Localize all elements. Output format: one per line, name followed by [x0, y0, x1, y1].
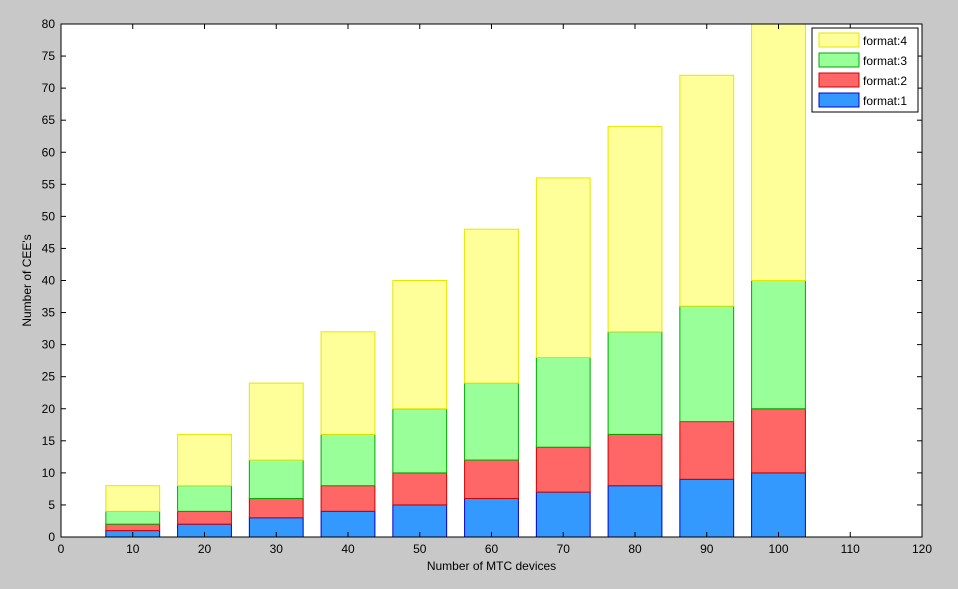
bar-segment-series4-x60 — [464, 228, 519, 384]
bar-segment-series1-x100 — [751, 472, 806, 538]
x-axis-title: Number of MTC devices — [427, 559, 556, 573]
legend-entry-label: format:2 — [863, 74, 907, 88]
bar-segment-series4-x90 — [679, 74, 735, 307]
x-tick-label: 10 — [126, 542, 140, 556]
bar-segment-series4-x80 — [607, 126, 663, 333]
bar-segment-series4-x70 — [535, 177, 591, 358]
y-tick-label: 10 — [42, 466, 56, 480]
y-tick-label: 25 — [42, 370, 56, 384]
bars-layer — [105, 23, 806, 538]
bar-segment-series2-x30 — [248, 498, 304, 519]
x-tick-label: 100 — [768, 542, 788, 556]
y-tick-label: 70 — [42, 81, 56, 95]
y-tick-label: 20 — [42, 402, 56, 416]
bar-segment-series2-x90 — [679, 421, 735, 480]
bar-segment-series3-x90 — [679, 305, 735, 423]
bar-segment-series2-x50 — [392, 472, 448, 506]
x-tick-label: 70 — [557, 542, 571, 556]
bar-segment-series4-x20 — [177, 433, 232, 487]
bar-segment-series3-x60 — [464, 382, 519, 461]
y-tick-label: 30 — [42, 338, 56, 352]
bar-segment-series3-x100 — [751, 280, 806, 410]
bar-segment-series4-x100 — [751, 23, 806, 281]
y-axis-title: Number of CEE's — [20, 234, 34, 326]
legend-swatch — [818, 52, 860, 68]
y-tick-label: 40 — [42, 274, 56, 288]
x-tick-label: 60 — [485, 542, 499, 556]
bar-segment-series3-x80 — [607, 331, 663, 435]
x-tick-label: 90 — [700, 542, 714, 556]
y-tick-label: 60 — [42, 145, 56, 159]
bar-segment-series2-x10 — [105, 523, 161, 532]
bar-segment-series1-x90 — [679, 478, 735, 538]
legend: format:4 format:3 format:2 format:1 — [811, 27, 919, 113]
axes-layer: 0 10 20 30 40 50 60 70 80 90 100 110 120 0 5 10 15 20 25 30… — [42, 17, 933, 556]
legend-entry-label: format:4 — [863, 34, 907, 48]
bar-segment-series4-x40 — [320, 331, 376, 435]
y-tick-label: 35 — [42, 306, 56, 320]
y-tick-label: 15 — [42, 434, 56, 448]
bar-segment-series4-x10 — [105, 485, 161, 512]
bar-segment-series3-x10 — [105, 510, 161, 525]
bar-segment-series3-x50 — [392, 408, 448, 474]
bar-segment-series2-x100 — [751, 408, 806, 474]
y-tick-label: 0 — [48, 530, 55, 544]
legend-entry-label: format:3 — [863, 54, 907, 68]
bar-segment-series1-x80 — [607, 485, 663, 538]
bar-segment-series1-x60 — [464, 498, 519, 538]
y-tick-label: 65 — [42, 113, 56, 127]
y-tick-label: 45 — [42, 241, 56, 255]
legend-swatch — [818, 92, 860, 108]
bar-segment-series1-x70 — [535, 491, 591, 538]
x-tick-label: 0 — [58, 542, 65, 556]
bar-segment-series2-x60 — [464, 459, 519, 500]
y-tick-label: 55 — [42, 177, 56, 191]
bar-segment-series4-x30 — [248, 382, 304, 461]
y-tick-label: 50 — [42, 209, 56, 223]
legend-swatch — [818, 72, 860, 88]
legend-swatch — [818, 32, 860, 48]
bar-segment-series4-x50 — [392, 280, 448, 410]
x-tick-label: 30 — [270, 542, 284, 556]
y-tick-label: 75 — [42, 49, 56, 63]
bar-segment-series2-x20 — [177, 510, 232, 525]
bar-segment-series2-x80 — [607, 433, 663, 487]
y-tick-label: 80 — [42, 17, 56, 31]
x-tick-label: 110 — [841, 542, 860, 556]
legend-entry-label: format:1 — [863, 94, 907, 108]
x-tick-label: 50 — [413, 542, 427, 556]
bar-segment-series3-x20 — [177, 485, 232, 512]
x-tick-label: 80 — [628, 542, 642, 556]
bar-segment-series3-x40 — [320, 433, 376, 487]
bar-segment-series3-x30 — [248, 459, 304, 500]
x-tick-label: 40 — [341, 542, 355, 556]
bar-segment-series2-x40 — [320, 485, 376, 512]
x-tick-label: 120 — [912, 542, 932, 556]
bar-segment-series3-x70 — [535, 356, 591, 448]
y-tick-label: 5 — [48, 498, 55, 512]
bar-segment-series2-x70 — [535, 446, 591, 493]
x-tick-label: 20 — [198, 542, 212, 556]
